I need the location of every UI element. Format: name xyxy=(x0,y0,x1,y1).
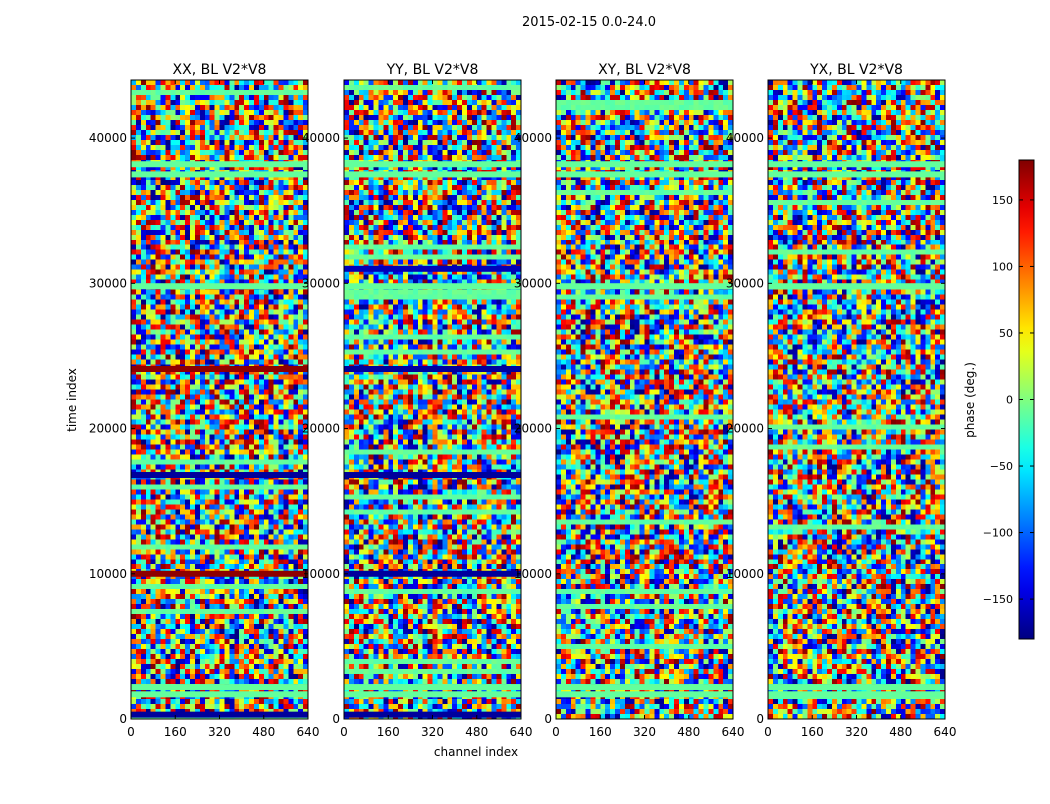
y-tick-label: 20000 xyxy=(514,422,552,436)
flagged-row-band xyxy=(556,161,733,168)
x-tick-label: 0 xyxy=(127,725,135,739)
x-tick-label: 640 xyxy=(934,725,957,739)
colorbar-tick-label: 100 xyxy=(992,260,1013,273)
panel-title: YY, BL V2*V8 xyxy=(386,62,479,78)
panel-xx: XX, BL V2*V8 0 160 320 480 640 0 10000 20000 3000… xyxy=(89,62,320,739)
flagged-row-band xyxy=(344,265,521,272)
x-tick-label: 160 xyxy=(589,725,612,739)
x-tick-label: 480 xyxy=(465,725,488,739)
y-tick-label: 30000 xyxy=(726,276,764,290)
x-tick-label: 480 xyxy=(677,725,700,739)
x-tick-label: 160 xyxy=(801,725,824,739)
y-tick-label: 10000 xyxy=(514,567,552,581)
y-tick-label: 30000 xyxy=(514,276,552,290)
x-tick-label: 320 xyxy=(421,725,444,739)
phase-heatmap-yx xyxy=(768,80,945,719)
colorbar-label: phase (deg.) xyxy=(963,362,977,438)
colorbar-tick-label: −50 xyxy=(990,460,1013,473)
figure-suptitle: 2015-02-15 0.0-24.0 xyxy=(522,15,656,30)
x-tick-label: 0 xyxy=(764,725,772,739)
y-tick-label: 10000 xyxy=(89,567,127,581)
panel-yx: YX, BL V2*V8 0 160 320 480 640 0 10000 20000 3000… xyxy=(726,62,957,739)
flagged-row-band xyxy=(131,366,308,373)
y-tick-label: 0 xyxy=(119,712,127,726)
phase-heatmap-yy xyxy=(344,80,521,719)
panel-xy: XY, BL V2*V8 0 160 320 480 640 0 10000 20000 3000… xyxy=(514,62,745,739)
flagged-row-band xyxy=(344,171,521,178)
y-tick-label: 20000 xyxy=(89,422,127,436)
y-tick-label: 40000 xyxy=(89,131,127,145)
x-tick-label: 0 xyxy=(340,725,348,739)
x-tick-label: 480 xyxy=(889,725,912,739)
y-tick-label: 10000 xyxy=(726,567,764,581)
colorbar-tick-label: 0 xyxy=(1006,394,1013,407)
flagged-row-band xyxy=(131,570,308,577)
y-tick-label: 30000 xyxy=(302,276,340,290)
flagged-row-band xyxy=(131,684,308,691)
colorbar: −150 −100 −50 0 50 100 150 xyxy=(983,159,1035,640)
colorbar-tick-label: 150 xyxy=(992,194,1013,207)
phase-heatmap-xx xyxy=(131,80,308,719)
x-tick-label: 320 xyxy=(208,725,231,739)
y-tick-label: 30000 xyxy=(89,276,127,290)
y-tick-label: 40000 xyxy=(726,131,764,145)
flagged-row-band xyxy=(131,283,308,290)
flagged-row-band xyxy=(768,283,945,290)
flagged-row-band xyxy=(344,472,521,479)
flagged-row-band xyxy=(131,711,308,718)
flagged-row-band xyxy=(131,161,308,168)
flagged-row-band xyxy=(556,684,733,691)
colorbar-tick-label: −150 xyxy=(983,593,1013,606)
colorbar-tick-label: 50 xyxy=(999,327,1013,340)
flagged-row-band xyxy=(344,161,521,168)
panel-title: YX, BL V2*V8 xyxy=(809,62,903,78)
x-axis-label: channel index xyxy=(434,745,518,759)
flagged-row-band xyxy=(344,684,521,691)
y-tick-label: 0 xyxy=(332,712,340,726)
y-tick-label: 40000 xyxy=(302,131,340,145)
flagged-row-band xyxy=(344,283,521,290)
flagged-row-band xyxy=(344,691,521,698)
flagged-row-band xyxy=(768,161,945,168)
x-tick-label: 480 xyxy=(252,725,275,739)
flagged-row-band xyxy=(344,711,521,718)
flagged-row-band xyxy=(768,684,945,691)
flagged-row-band xyxy=(768,691,945,698)
flagged-row-band xyxy=(131,691,308,698)
x-tick-label: 160 xyxy=(377,725,400,739)
flagged-row-band xyxy=(131,472,308,479)
y-tick-label: 40000 xyxy=(514,131,552,145)
flagged-row-band xyxy=(768,171,945,178)
panel-yy: YY, BL V2*V8 0 160 320 480 640 0 10000 20000 3000… xyxy=(302,62,533,739)
flagged-row-band xyxy=(556,691,733,698)
x-tick-label: 160 xyxy=(164,725,187,739)
flagged-row-band xyxy=(556,283,733,290)
y-tick-label: 0 xyxy=(756,712,764,726)
x-tick-label: 320 xyxy=(633,725,656,739)
flagged-row-band xyxy=(556,171,733,178)
flagged-row-band xyxy=(344,366,521,373)
y-tick-label: 0 xyxy=(544,712,552,726)
flagged-row-band xyxy=(344,570,521,577)
flagged-row-band xyxy=(131,171,308,178)
panel-title: XY, BL V2*V8 xyxy=(598,62,691,78)
y-tick-label: 20000 xyxy=(302,422,340,436)
phase-heatmap-xy xyxy=(556,80,733,719)
colorbar-tick-label: −100 xyxy=(983,527,1013,540)
x-tick-label: 0 xyxy=(552,725,560,739)
x-tick-label: 640 xyxy=(297,725,320,739)
y-axis-label: time index xyxy=(65,368,79,432)
x-tick-label: 640 xyxy=(722,725,745,739)
y-tick-label: 10000 xyxy=(302,567,340,581)
panel-title: XX, BL V2*V8 xyxy=(173,62,267,78)
y-tick-label: 20000 xyxy=(726,422,764,436)
x-tick-label: 320 xyxy=(845,725,868,739)
x-tick-label: 640 xyxy=(510,725,533,739)
